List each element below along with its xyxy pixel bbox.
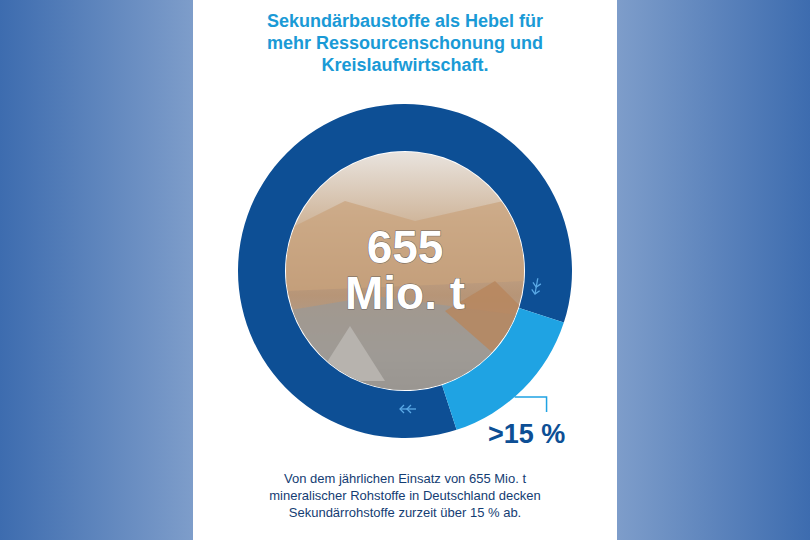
photo-bg xyxy=(285,151,525,391)
title-line: Kreislaufwirtschaft. xyxy=(321,55,488,75)
gravel-pile xyxy=(315,326,385,381)
leader-line xyxy=(515,397,547,412)
chevron-icon xyxy=(400,405,416,413)
note-line: Von dem jährlichen Einsatz von 655 Mio. … xyxy=(284,471,526,486)
center-label: 655Mio. t xyxy=(345,221,465,319)
data-label: >15 % xyxy=(488,419,565,449)
panel xyxy=(193,0,617,540)
photo xyxy=(285,151,525,391)
background xyxy=(0,0,810,540)
note: Von dem jährlichen Einsatz von 655 Mio. … xyxy=(269,471,540,520)
chevron-line xyxy=(535,278,538,294)
chevron-icon xyxy=(531,278,542,295)
center-label-line: Mio. t xyxy=(345,267,465,319)
donut-slice xyxy=(238,104,572,438)
note-line: Sekundärrohstoffe zurzeit über 15 % ab. xyxy=(289,505,521,520)
chevron-line xyxy=(400,408,416,409)
title-line: Sekundärbaustoffe als Hebel für xyxy=(267,11,543,31)
title-line: mehr Ressourcenschonung und xyxy=(267,33,543,53)
center-label-line: 655 xyxy=(367,221,444,273)
title: Sekundärbaustoffe als Hebel fürmehr Ress… xyxy=(267,11,543,75)
chart-root: Sekundärbaustoffe als Hebel fürmehr Ress… xyxy=(0,0,810,540)
note-line: mineralischer Rohstoffe in Deutschland d… xyxy=(269,488,540,503)
